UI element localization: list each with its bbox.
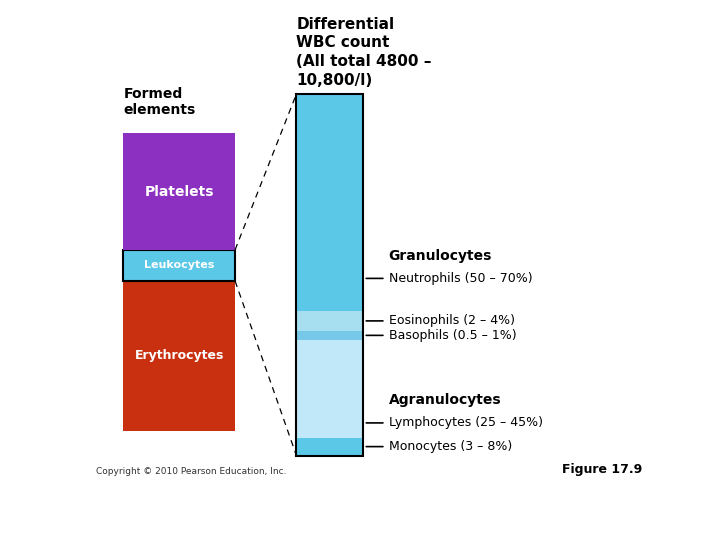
Text: Agranulocytes: Agranulocytes xyxy=(389,393,501,407)
Text: Monocytes (3 – 8%): Monocytes (3 – 8%) xyxy=(389,440,512,453)
Text: Erythrocytes: Erythrocytes xyxy=(135,349,224,362)
Text: Platelets: Platelets xyxy=(145,185,214,199)
Bar xyxy=(297,340,364,437)
Text: Figure 17.9: Figure 17.9 xyxy=(562,463,642,476)
Bar xyxy=(297,94,364,456)
Text: Eosinophils (2 – 4%): Eosinophils (2 – 4%) xyxy=(389,314,515,327)
Text: Leukocytes: Leukocytes xyxy=(144,260,215,271)
Bar xyxy=(297,437,364,456)
Text: Lymphocytes (25 – 45%): Lymphocytes (25 – 45%) xyxy=(389,416,543,429)
Text: Formed
elements: Formed elements xyxy=(124,86,196,117)
Text: Basophils (0.5 – 1%): Basophils (0.5 – 1%) xyxy=(389,329,516,342)
Bar xyxy=(297,94,364,311)
Bar xyxy=(124,281,235,431)
Bar xyxy=(124,133,235,250)
Bar xyxy=(124,250,235,281)
Text: Neutrophils (50 – 70%): Neutrophils (50 – 70%) xyxy=(389,272,532,285)
Bar xyxy=(297,331,364,340)
Text: Copyright © 2010 Pearson Education, Inc.: Copyright © 2010 Pearson Education, Inc. xyxy=(96,468,286,476)
Bar xyxy=(297,311,364,331)
Text: Granulocytes: Granulocytes xyxy=(389,248,492,262)
Text: Differential
WBC count
(All total 4800 –
10,800/l): Differential WBC count (All total 4800 –… xyxy=(297,17,432,87)
